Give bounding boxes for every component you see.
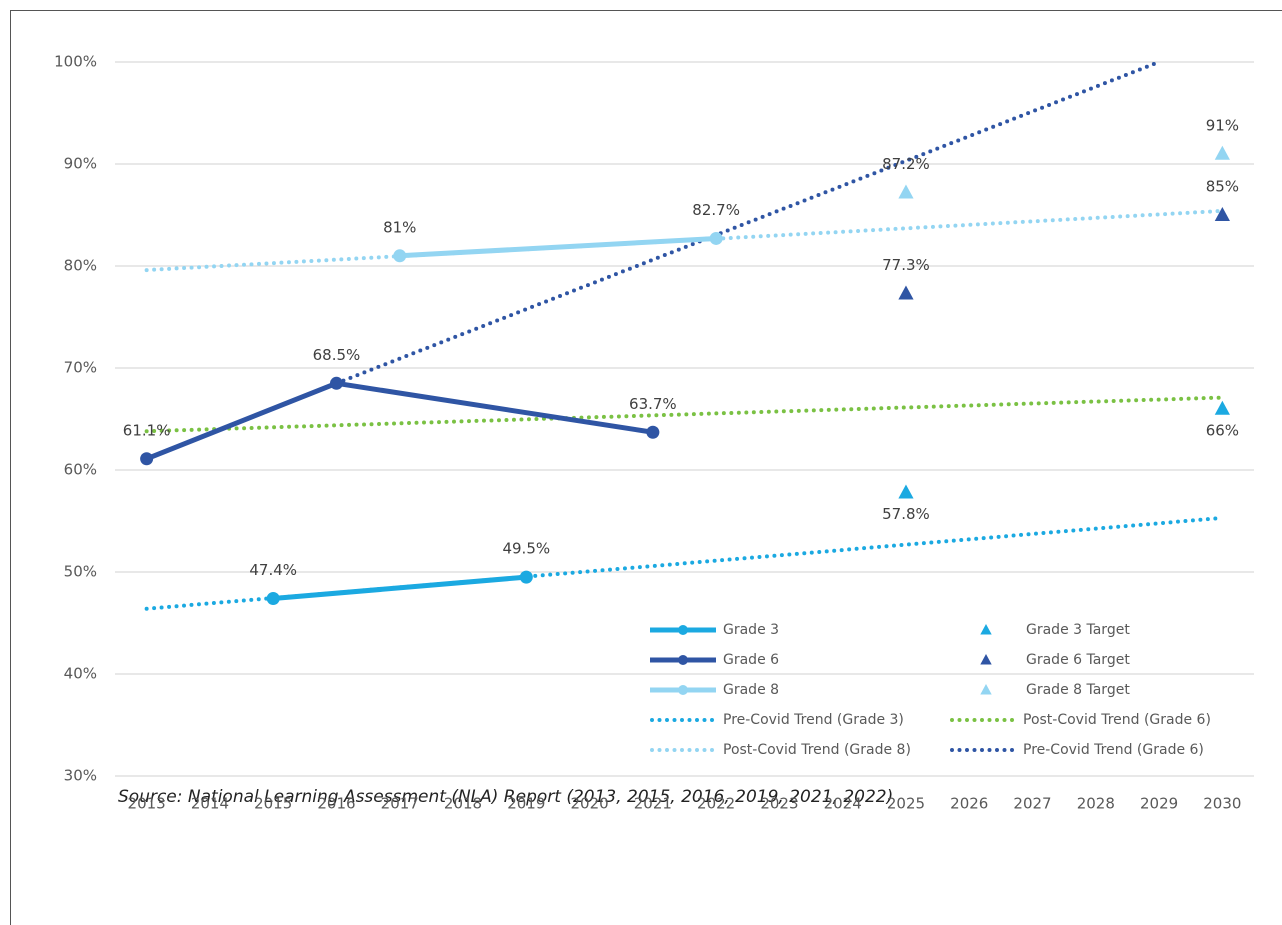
x-tick-label: 2025 [887, 795, 925, 813]
x-tick-label: 2018 [444, 795, 482, 813]
legend-label: Post-Covid Trend (Grade 8) [723, 742, 911, 758]
target-marker [898, 484, 914, 499]
x-tick-label: 2017 [381, 795, 419, 813]
point [393, 249, 407, 263]
x-tick-label: 2030 [1203, 795, 1241, 813]
x-tick-label: 2019 [507, 795, 545, 813]
legend-label: Grade 3 Target [1026, 622, 1130, 638]
y-tick-label: 60% [64, 461, 97, 479]
data-label: 63.7% [629, 395, 677, 413]
target-marker [898, 184, 914, 199]
legend-label: Grade 6 [723, 652, 779, 668]
x-tick-label: 2014 [191, 795, 229, 813]
legend-swatch [980, 654, 992, 665]
legend-label: Grade 3 [723, 622, 779, 638]
point [266, 592, 280, 606]
legend-label: Grade 8 [723, 682, 779, 698]
y-tick-label: 80% [64, 257, 97, 275]
data-label: 68.5% [313, 346, 361, 364]
y-tick-label: 70% [64, 359, 97, 377]
x-tick-label: 2020 [570, 795, 608, 813]
x-tick-label: 2027 [1013, 795, 1051, 813]
y-tick-label: 100% [54, 53, 97, 71]
legend-label: Grade 8 Target [1026, 682, 1130, 698]
point [519, 570, 533, 584]
source-note: Source: National Learning Assessment (NL… [118, 787, 893, 807]
data-label: 81% [383, 218, 416, 236]
x-tick-label: 2013 [128, 795, 166, 813]
trend-line [144, 395, 1225, 434]
data-label: 77.3% [882, 256, 930, 274]
frame [10, 10, 1282, 925]
legend-swatch [678, 625, 688, 635]
x-tick-label: 2029 [1140, 795, 1178, 813]
target-marker [1214, 145, 1230, 160]
y-tick-label: 40% [64, 665, 97, 683]
x-tick-label: 2015 [254, 795, 292, 813]
x-tick-label: 2024 [824, 795, 862, 813]
data-label: 82.7% [692, 201, 740, 219]
data-label: 85% [1206, 178, 1239, 196]
x-tick-label: 2028 [1077, 795, 1115, 813]
legend-label: Pre-Covid Trend (Grade 3) [723, 712, 904, 728]
point [140, 452, 154, 466]
y-tick-label: 90% [64, 155, 97, 173]
legend-label: Post-Covid Trend (Grade 6) [1023, 712, 1211, 728]
x-tick-label: 2016 [317, 795, 355, 813]
target-marker [1214, 400, 1230, 415]
y-tick-label: 30% [64, 767, 97, 785]
x-tick-label: 2026 [950, 795, 988, 813]
series-line [399, 235, 717, 259]
target-marker [1214, 207, 1230, 221]
legend-label: Grade 6 Target [1026, 652, 1130, 668]
data-label: 66% [1206, 421, 1239, 439]
series-line [145, 380, 654, 462]
y-tick-label: 50% [64, 563, 97, 581]
data-label: 57.8% [882, 505, 930, 523]
legend-swatch [678, 685, 688, 695]
data-label: 47.4% [249, 561, 297, 579]
data-label: 49.5% [502, 540, 550, 558]
legend-swatch [980, 684, 992, 695]
x-tick-label: 2023 [760, 795, 798, 813]
series-line [272, 574, 527, 602]
data-label: 61.1% [123, 421, 171, 439]
trend-line [334, 60, 1162, 386]
x-tick-label: 2022 [697, 795, 735, 813]
legend-label: Pre-Covid Trend (Grade 6) [1023, 742, 1204, 758]
point [329, 376, 343, 390]
point [646, 425, 660, 439]
legend-swatch [678, 655, 688, 665]
data-label: 91% [1206, 116, 1239, 134]
data-label: 87.2% [882, 155, 930, 173]
point [709, 231, 723, 245]
target-marker [898, 285, 914, 300]
x-tick-label: 2021 [634, 795, 672, 813]
legend-swatch [980, 624, 992, 635]
